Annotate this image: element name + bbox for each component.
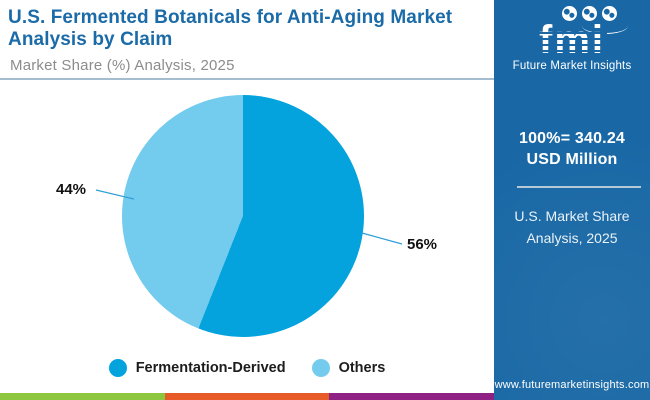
page-title: U.S. Fermented Botanicals for Anti-Aging… [8,7,453,50]
wordmark-stripe [537,32,607,34]
globe-americas-icon [561,6,577,21]
legend-swatch-others [311,359,330,377]
brand-tagline: Future Market Insights [512,60,632,72]
legend-item-fermentation: Fermentation-Derived [108,359,286,377]
pie-label-others: 44% [56,181,87,198]
legend-swatch-fermentation [108,359,127,377]
orange-segment [164,393,330,400]
fmi-wordmark: fmi [537,18,607,62]
purple-segment [329,393,495,400]
brand-sidebar: fmi Future Market Insights 100%= 340.24 … [494,0,650,400]
fmi-logo: fmi Future Market Insights [494,6,650,72]
sidebar-divider [517,186,641,188]
header-divider [0,78,494,80]
leader-line-right [361,232,403,245]
green-segment [0,393,165,400]
globe-europe-icon [581,6,597,21]
wordmark-stripe [537,44,607,46]
legend: Fermentation-Derived Others [0,359,494,377]
pie-chart [122,95,364,337]
page-subtitle: Market Share (%) Analysis, 2025 [10,57,235,74]
legend-label: Others [338,360,386,376]
legend-item-others: Others [311,359,386,377]
sidebar-caption: U.S. Market Share Analysis, 2025 [514,208,630,246]
legend-label: Fermentation-Derived [135,360,286,376]
wordmark-stripe [537,50,607,52]
pie-label-fermentation: 56% [407,236,438,253]
chart-panel: U.S. Fermented Botanicals for Anti-Aging… [0,7,495,400]
market-size-stat: 100%= 340.24 USD Million [518,130,626,168]
bottom-color-bar [0,393,495,400]
wordmark-stripe [537,38,607,40]
website-link[interactable]: www.futuremarketinsights.com [494,379,650,391]
